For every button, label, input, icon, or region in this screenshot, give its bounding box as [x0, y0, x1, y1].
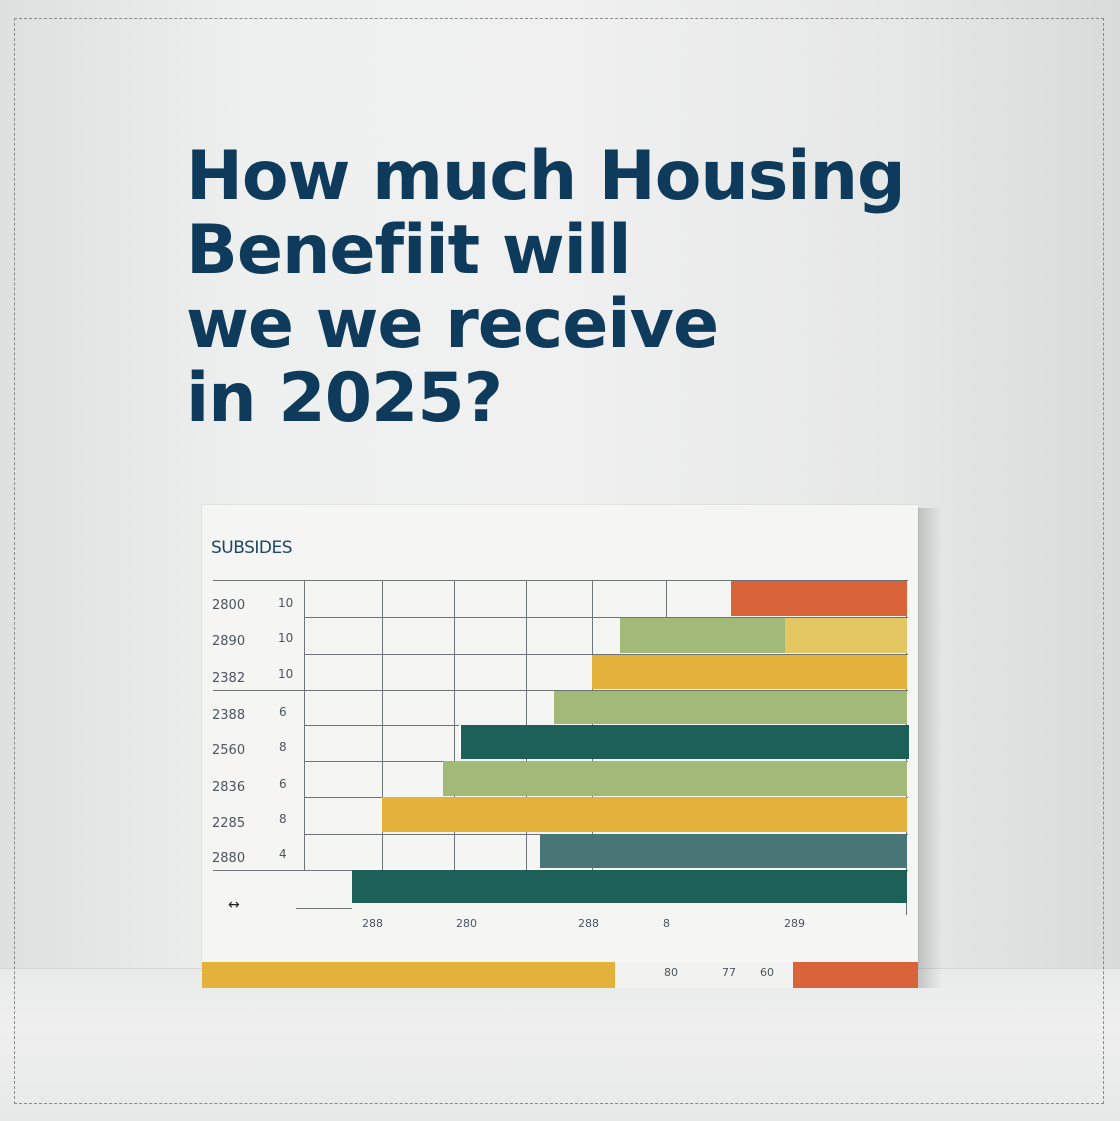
- x-label: 280: [456, 917, 477, 930]
- dashed-frame: [14, 18, 1104, 1104]
- grid-line: [666, 580, 667, 640]
- strip-number: 80: [664, 966, 678, 979]
- row-number: 10: [278, 596, 294, 610]
- row-label: 2890: [212, 634, 246, 649]
- row-label: 2285: [212, 816, 246, 831]
- grid-line: [213, 690, 908, 691]
- chart-board: SUBSIDES 2800 2890 2382 2388 2560 2836 2…: [202, 505, 918, 968]
- row-number: 6: [279, 777, 287, 791]
- row-label: 2880: [212, 851, 246, 866]
- grid-line: [304, 617, 908, 618]
- bar-pale-yellow-row2: [785, 618, 907, 653]
- grid-line: [304, 580, 305, 870]
- bar-yellow-row7: [382, 797, 907, 832]
- bar-green-row6: [443, 761, 907, 796]
- arrow-icon: ↔: [228, 897, 240, 913]
- chart-title: SUBSIDES: [211, 538, 293, 558]
- headline-line-2: Benefiit will: [186, 211, 632, 290]
- grid-line: [382, 580, 383, 870]
- row-number: 8: [279, 740, 287, 754]
- row-label: 2388: [212, 708, 246, 723]
- strip-number: 77: [722, 966, 736, 979]
- headline: How much Housing Benefiit will we we rec…: [186, 140, 946, 436]
- board-shadow: [918, 508, 942, 988]
- x-label: 288: [362, 917, 383, 930]
- bottom-strip: 80 77 60: [202, 962, 918, 988]
- grid-line: [454, 580, 455, 870]
- grid-line: [213, 580, 908, 581]
- bar-yellow-row3: [592, 655, 907, 689]
- row-number: 4: [279, 847, 287, 861]
- row-number: 8: [279, 812, 287, 826]
- floor: [0, 968, 1120, 1121]
- row-label: 2382: [212, 671, 246, 686]
- bar-teal-row8: [540, 834, 907, 868]
- strip-yellow-segment: [202, 962, 615, 988]
- row-number: 10: [278, 631, 294, 645]
- x-label: 288: [578, 917, 599, 930]
- x-label: 289: [784, 917, 805, 930]
- row-number: 6: [279, 705, 287, 719]
- headline-line-4: in 2025?: [186, 359, 503, 438]
- row-label: 2836: [212, 780, 246, 795]
- strip-number: 60: [760, 966, 774, 979]
- bar-teal-row5: [459, 725, 909, 759]
- row-label: 2560: [212, 743, 246, 758]
- bar-green-row2: [620, 618, 785, 653]
- grid-line: [304, 654, 908, 655]
- row-label: 2800: [212, 598, 246, 613]
- strip-orange-segment: [793, 962, 918, 988]
- bar-green-row4: [554, 691, 907, 724]
- x-label: 8: [663, 917, 670, 930]
- bar-orange-top: [731, 581, 907, 616]
- headline-line-3: we we receive: [186, 285, 719, 364]
- grid-line: [296, 908, 352, 909]
- bar-teal-bottom: [352, 870, 907, 903]
- row-number: 10: [278, 667, 294, 681]
- headline-line-1: How much Housing: [186, 137, 906, 216]
